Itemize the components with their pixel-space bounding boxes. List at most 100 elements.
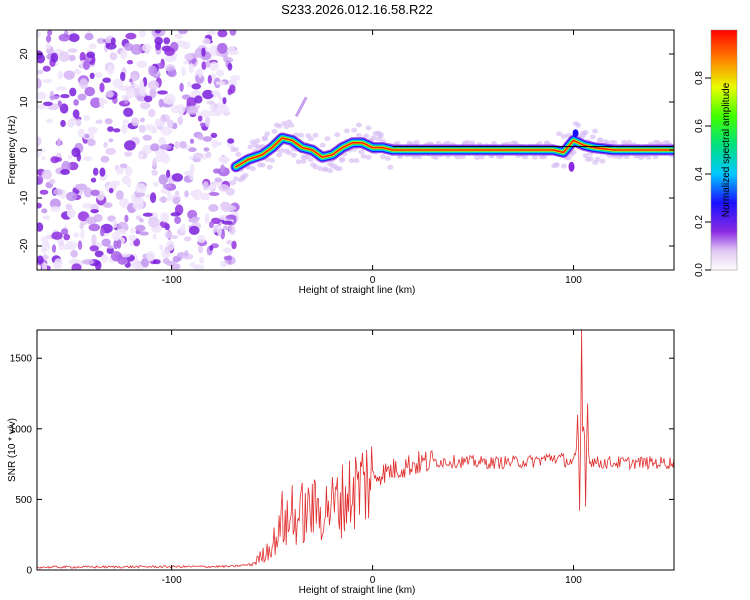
x-tick-label: -100 (162, 575, 182, 586)
noise-blob (131, 193, 136, 203)
spectrogram-ridge (230, 96, 674, 183)
noise-blob (202, 89, 214, 100)
ridge-halo (365, 154, 372, 160)
noise-blob (211, 141, 223, 146)
x-tick-label: 100 (565, 575, 582, 586)
ridge-halo (355, 133, 362, 138)
noise-blob (159, 196, 168, 203)
noise-blob (42, 215, 50, 220)
noise-blob (188, 225, 200, 235)
ridge-halo (266, 164, 273, 170)
noise-blob (197, 235, 206, 243)
noise-blob (68, 54, 76, 62)
noise-blob (55, 86, 67, 91)
noise-blob (37, 31, 41, 38)
noise-blob (82, 59, 91, 71)
noise-blob (84, 86, 95, 97)
ridge-halo (360, 153, 367, 159)
noise-blob (47, 30, 53, 36)
noise-blob (40, 236, 49, 244)
noise-blob (201, 61, 207, 70)
noise-blob (227, 45, 237, 56)
noise-blob (200, 192, 211, 200)
noise-blob (189, 138, 195, 144)
noise-blob (191, 83, 201, 90)
noise-blob (99, 82, 105, 93)
noise-blob (115, 190, 124, 200)
noise-blob (167, 69, 177, 78)
noise-blob (149, 65, 158, 77)
noise-blob (188, 63, 194, 74)
noise-blob (68, 33, 80, 43)
ridge-halo (594, 156, 601, 162)
noise-blob (180, 223, 186, 233)
noise-blob (161, 248, 171, 259)
noise-blob (198, 69, 203, 79)
noise-blob (154, 155, 165, 162)
noise-blob (43, 101, 53, 107)
noise-blob (201, 47, 206, 57)
ridge-halo (370, 135, 377, 141)
noise-blob (83, 187, 93, 198)
noise-blob (221, 157, 229, 165)
noise-blob (86, 51, 96, 59)
noise-blob (215, 81, 226, 86)
ridge-halo (522, 154, 529, 160)
noise-blob (154, 30, 161, 34)
noise-blob (184, 53, 194, 61)
ridge-halo (254, 138, 261, 144)
noise-blob (170, 105, 181, 114)
ridge-halo (276, 123, 283, 129)
noise-blob (88, 43, 97, 50)
noise-blob (130, 44, 143, 55)
ridge-halo (587, 156, 594, 162)
noise-blob (94, 72, 103, 78)
noise-blob (177, 116, 184, 126)
noise-blob (126, 177, 132, 189)
noise-blob (100, 155, 110, 163)
noise-blob (152, 259, 161, 265)
noise-blob (42, 65, 51, 72)
ridge-halo (445, 140, 452, 146)
noise-blob (71, 147, 81, 158)
noise-blob (186, 97, 197, 107)
y-tick-label: 0 (26, 566, 32, 577)
noise-blob (186, 81, 192, 87)
noise-blob (99, 167, 106, 177)
noise-blob (202, 38, 211, 45)
ridge-halo (363, 133, 370, 139)
ridge-band-5 (235, 137, 674, 168)
ridge-halo (645, 154, 652, 160)
noise-blob (83, 156, 93, 162)
noise-blob (109, 52, 118, 61)
ridge-halo (336, 166, 343, 172)
noise-blob (191, 216, 201, 221)
noise-blob (73, 232, 80, 238)
noise-blob (90, 189, 100, 196)
noise-blob (164, 94, 176, 105)
colorbar-ticks: 0.0 0.2 0.4 0.6 0.8 (694, 71, 711, 277)
noise-blob (91, 234, 97, 246)
noise-blob (203, 147, 210, 152)
noise-blob (171, 173, 183, 182)
ridge-halo (235, 151, 242, 157)
noise-blob (80, 229, 85, 240)
noise-blob (150, 192, 157, 204)
noise-blob (210, 132, 218, 139)
noise-blob (119, 197, 129, 208)
ridge-halo (312, 164, 319, 170)
noise-blob (138, 124, 147, 133)
snr-x-ticks: -100 0 100 (162, 330, 582, 586)
noise-blob (216, 69, 225, 77)
noise-blob (39, 189, 49, 195)
ridge-halo (351, 127, 358, 133)
noise-blob (186, 105, 199, 115)
noise-blob (218, 184, 230, 192)
ridge-blob (568, 161, 575, 172)
noise-blob (130, 262, 142, 269)
noise-blob (83, 114, 91, 121)
noise-blob (209, 102, 214, 113)
ridge-halo (298, 132, 304, 138)
noise-blob (37, 255, 44, 264)
noise-blob (121, 253, 131, 258)
